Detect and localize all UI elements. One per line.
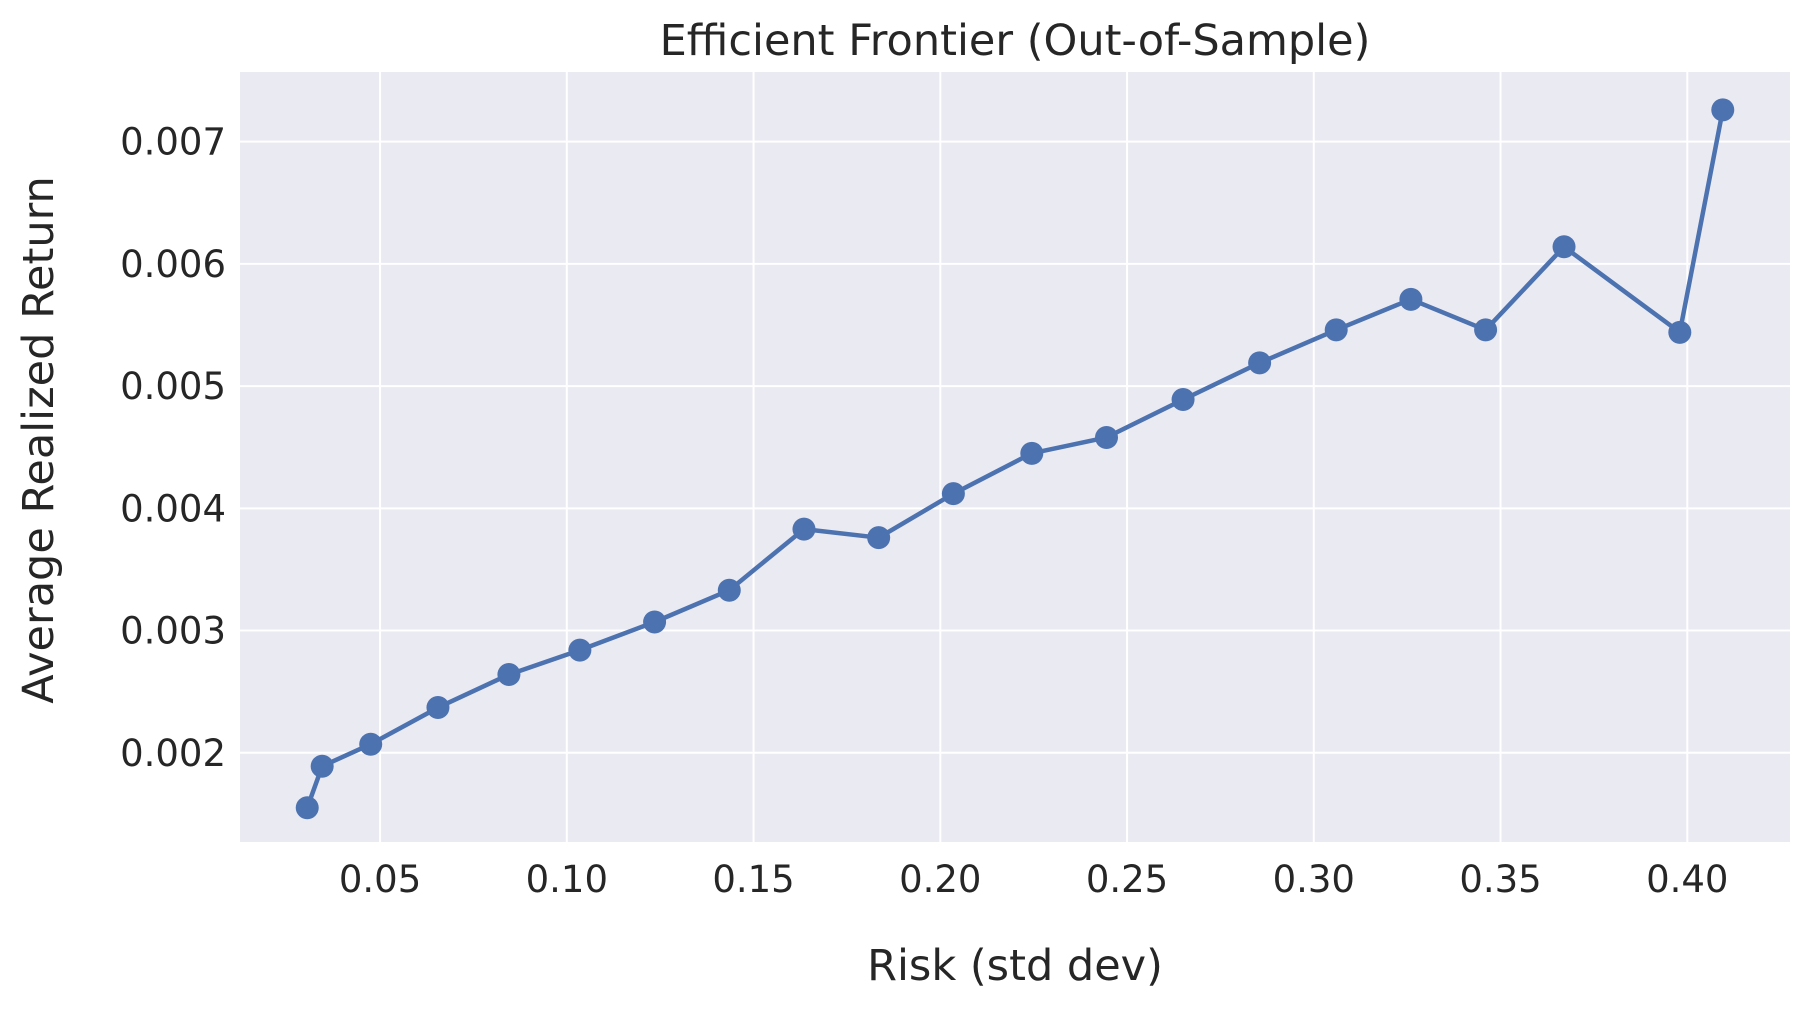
x-axis-title: Risk (std dev): [867, 941, 1163, 991]
plot-area: [240, 72, 1790, 842]
data-point: [295, 796, 319, 820]
x-tick-label: 0.35: [1459, 858, 1541, 901]
y-tick-label: 0.006: [120, 243, 226, 286]
chart-title: Efficient Frontier (Out-of-Sample): [660, 16, 1371, 66]
data-point: [1711, 98, 1735, 122]
x-tick-label: 0.40: [1646, 858, 1728, 901]
y-tick-label: 0.004: [120, 487, 226, 530]
data-point: [1095, 425, 1119, 449]
data-point: [1171, 388, 1195, 412]
data-point: [1020, 441, 1044, 465]
data-point: [1248, 351, 1272, 375]
data-point: [643, 610, 667, 634]
grid-lines: [240, 72, 1790, 842]
data-point: [310, 754, 334, 778]
data-point: [359, 732, 383, 756]
data-point: [717, 578, 741, 602]
x-tick-label: 0.20: [899, 858, 981, 901]
series-layer: [295, 98, 1735, 820]
data-point: [426, 696, 450, 720]
x-tick-label: 0.25: [1086, 858, 1168, 901]
data-point: [867, 526, 891, 550]
data-point: [941, 482, 965, 506]
y-tick-label: 0.003: [120, 610, 226, 653]
x-tick-label: 0.10: [526, 858, 608, 901]
y-axis-title: Average Realized Return: [14, 176, 64, 704]
y-tick-label: 0.002: [120, 732, 226, 775]
y-tick-label: 0.005: [120, 365, 226, 408]
data-point: [1474, 318, 1498, 342]
x-tick-label: 0.30: [1273, 858, 1355, 901]
x-tick-label: 0.05: [339, 858, 421, 901]
data-point: [1668, 320, 1692, 344]
x-tick-label: 0.15: [712, 858, 794, 901]
data-point: [497, 663, 521, 687]
data-point: [1324, 318, 1348, 342]
tick-labels: 0.05 0.10 0.15 0.20 0.25 0.30 0.35 0.40 0.002 0.0…: [120, 121, 1728, 901]
data-point: [1399, 287, 1423, 311]
y-tick-label: 0.007: [120, 121, 226, 164]
data-point: [568, 638, 592, 662]
data-point: [1552, 235, 1576, 259]
data-point: [792, 517, 816, 541]
